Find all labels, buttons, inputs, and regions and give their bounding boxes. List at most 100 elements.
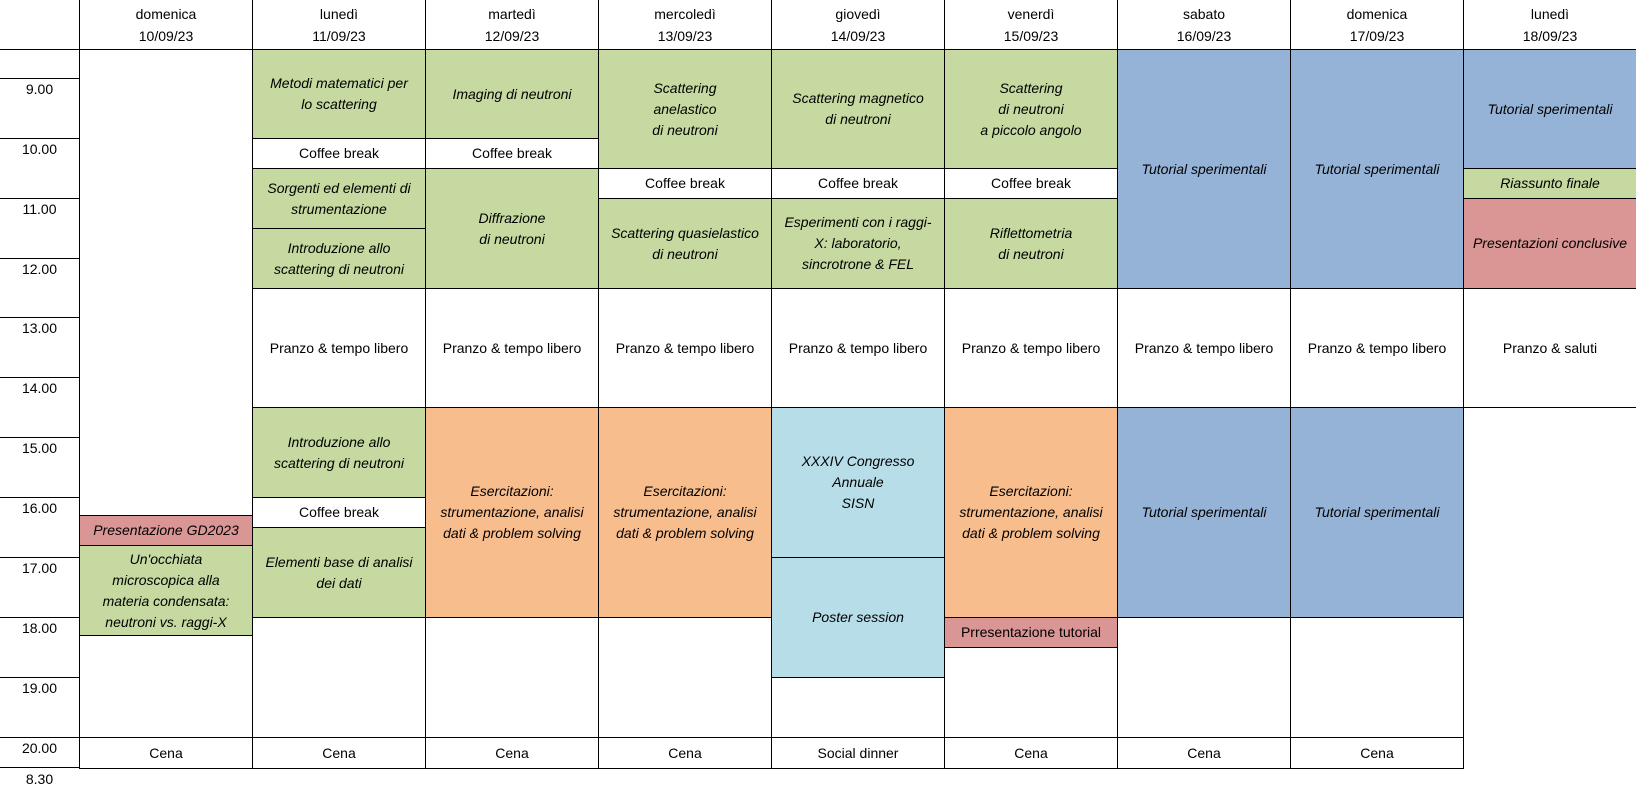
schedule-event: Pranzo & tempo libero — [252, 288, 426, 408]
empty-slot — [252, 617, 426, 738]
day-date: 14/09/23 — [830, 27, 886, 44]
schedule-event: Riassunto finale — [1463, 168, 1636, 199]
empty-slot — [425, 617, 599, 738]
time-separator — [0, 437, 79, 438]
time-separator — [0, 557, 79, 558]
day-header: domenica 17/09/23 — [1291, 0, 1464, 50]
schedule-event: Esercitazioni: strumentazione, analisi d… — [598, 407, 772, 618]
time-label: 10.00 — [21, 141, 58, 157]
schedule-event: Tutorial sperimentali — [1290, 407, 1464, 618]
header-corner — [0, 0, 80, 50]
schedule-event: Elementi base di analisi dei dati — [252, 527, 426, 618]
schedule-event: Imaging di neutroni — [425, 49, 599, 139]
day-header: lunedì 18/09/23 — [1464, 0, 1636, 50]
day-date: 12/09/23 — [484, 27, 540, 44]
time-separator — [0, 258, 79, 259]
schedule-event: Coffee break — [771, 168, 945, 199]
day-name: mercoledì — [654, 5, 716, 22]
time-label: 8.30 — [25, 771, 54, 787]
empty-slot — [771, 677, 945, 738]
schedule-event: Poster session — [771, 557, 945, 678]
schedule-event: Tutorial sperimentali — [1117, 407, 1291, 618]
day-name: domenica — [135, 5, 197, 22]
empty-slot — [944, 647, 1118, 738]
schedule-event: Tutorial sperimentali — [1290, 49, 1464, 289]
schedule-event: Coffee break — [252, 138, 426, 169]
schedule-event: XXXIV Congresso Annuale SISN — [771, 407, 945, 558]
schedule-event: Cena — [598, 737, 772, 769]
day-date: 11/09/23 — [312, 27, 366, 44]
schedule-event: Cena — [1290, 737, 1464, 769]
schedule-event: Scattering di neutroni a piccolo angolo — [944, 49, 1118, 169]
time-label: 12.00 — [21, 261, 58, 277]
schedule-event: Cena — [79, 737, 253, 769]
day-name: venerdì — [1007, 5, 1055, 22]
schedule-event: Scattering quasielastico di neutroni — [598, 198, 772, 289]
schedule-event: Cena — [252, 737, 426, 769]
day-date: 18/09/23 — [1522, 27, 1578, 44]
time-label: 16.00 — [21, 500, 58, 516]
schedule-event: Pranzo & tempo libero — [598, 288, 772, 408]
empty-slot — [79, 49, 253, 516]
day-date: 16/09/23 — [1176, 27, 1232, 44]
schedule-event: Prresentazione tutorial — [944, 617, 1118, 648]
day-header: giovedì 14/09/23 — [772, 0, 945, 50]
day-date: 17/09/23 — [1349, 27, 1405, 44]
schedule-event: Cena — [1117, 737, 1291, 769]
schedule-event: Scattering anelastico di neutroni — [598, 49, 772, 169]
time-label: 14.00 — [21, 380, 58, 396]
schedule-event: Riflettometria di neutroni — [944, 198, 1118, 289]
time-separator — [0, 617, 79, 618]
day-name: sabato — [1182, 5, 1226, 22]
time-separator — [0, 377, 79, 378]
schedule-event: Introduzione allo scattering di neutroni — [252, 228, 426, 289]
schedule-event: Pranzo & tempo libero — [944, 288, 1118, 408]
schedule-event: Presentazioni conclusive — [1463, 198, 1636, 289]
day-date: 13/09/23 — [657, 27, 713, 44]
day-header: mercoledì 13/09/23 — [599, 0, 772, 50]
day-name: martedì — [488, 5, 536, 22]
schedule-event: Cena — [944, 737, 1118, 769]
schedule-event: Pranzo & tempo libero — [1290, 288, 1464, 408]
day-header: domenica 10/09/23 — [80, 0, 253, 50]
time-separator — [0, 78, 79, 79]
time-separator — [0, 317, 79, 318]
day-header: lunedì 11/09/23 — [253, 0, 426, 50]
schedule-event: Esperimenti con i raggi- X: laboratorio,… — [771, 198, 945, 289]
time-label: 18.00 — [21, 620, 58, 636]
day-name: lunedì — [319, 5, 359, 22]
time-label: 20.00 — [21, 740, 58, 756]
schedule-event: Cena — [425, 737, 599, 769]
schedule-event: Pranzo & tempo libero — [1117, 288, 1291, 408]
time-separator — [0, 198, 79, 199]
day-name: lunedì — [1530, 5, 1570, 22]
day-name: domenica — [1346, 5, 1408, 22]
schedule-event: Social dinner — [771, 737, 945, 769]
schedule-event: Tutorial sperimentali — [1463, 49, 1636, 169]
schedule-event: Presentazione GD2023 — [79, 515, 253, 546]
empty-slot — [598, 617, 772, 738]
time-separator — [0, 138, 79, 139]
time-label: 9.00 — [25, 81, 54, 97]
empty-slot — [1290, 617, 1464, 738]
schedule-event: Coffee break — [944, 168, 1118, 199]
schedule-event: Sorgenti ed elementi di strumentazione — [252, 168, 426, 229]
day-header: sabato 16/09/23 — [1118, 0, 1291, 50]
day-header: martedì 12/09/23 — [426, 0, 599, 50]
schedule-event: Pranzo & tempo libero — [425, 288, 599, 408]
schedule-event: Tutorial sperimentali — [1117, 49, 1291, 289]
schedule-event: Scattering magnetico di neutroni — [771, 49, 945, 169]
time-label: 15.00 — [21, 440, 58, 456]
time-label: 13.00 — [21, 320, 58, 336]
time-separator — [0, 497, 79, 498]
day-date: 10/09/23 — [138, 27, 194, 44]
schedule-event: Metodi matematici per lo scattering — [252, 49, 426, 139]
empty-slot — [1117, 617, 1291, 738]
schedule-event: Esercitazioni: strumentazione, analisi d… — [944, 407, 1118, 618]
empty-slot — [79, 635, 253, 738]
schedule-event: Pranzo & tempo libero — [771, 288, 945, 408]
schedule-event: Coffee break — [425, 138, 599, 169]
day-header: venerdì 15/09/23 — [945, 0, 1118, 50]
time-label: 11.00 — [22, 201, 57, 217]
